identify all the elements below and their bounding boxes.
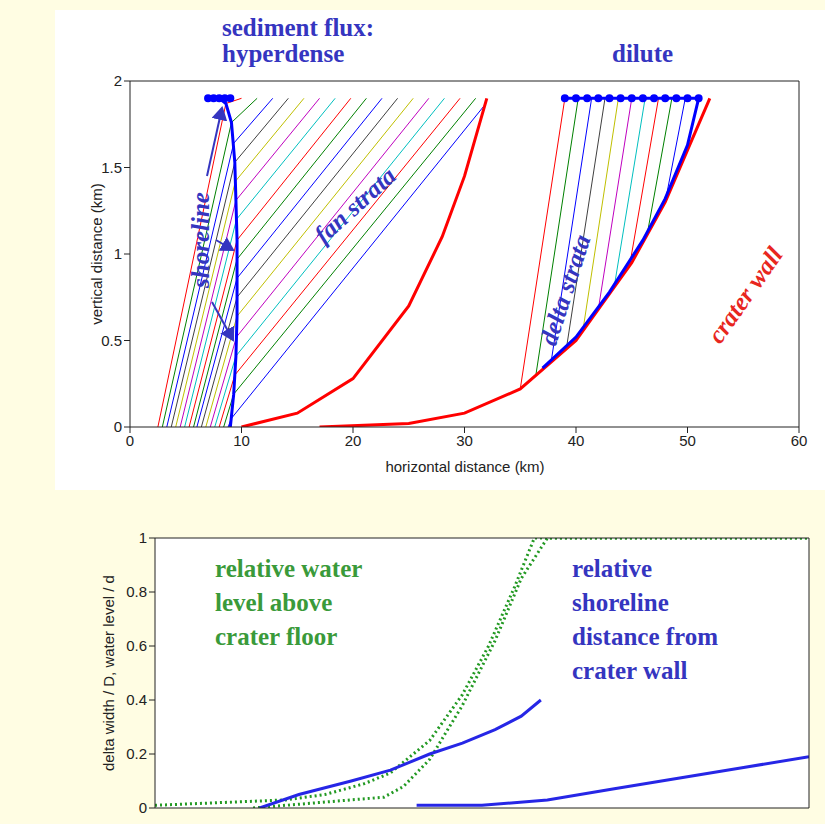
svg-text:0.6: 0.6 — [126, 637, 147, 654]
svg-text:0.5: 0.5 — [101, 332, 122, 349]
svg-text:2: 2 — [114, 72, 122, 89]
html-text:shoreline: shoreline — [186, 192, 214, 288]
svg-text:30: 30 — [456, 432, 473, 449]
html-text:crater floor: crater floor — [215, 623, 338, 650]
html-text:hyperdense: hyperdense — [222, 40, 345, 67]
svg-text:0.2: 0.2 — [126, 745, 147, 762]
html-text:shoreline: shoreline — [572, 589, 669, 616]
html-text:fan strata: fan strata — [309, 161, 401, 249]
svg-text:0: 0 — [126, 432, 134, 449]
svg-text:0.8: 0.8 — [126, 583, 147, 600]
html-text:dilute: dilute — [612, 40, 674, 67]
html-text:level above: level above — [215, 589, 333, 616]
svg-text:0.4: 0.4 — [126, 691, 147, 708]
svg-text:1: 1 — [114, 245, 122, 262]
svg-text:1: 1 — [139, 529, 147, 546]
html-text:delta strata: delta strata — [534, 231, 596, 349]
html-text:vertical distance (km): vertical distance (km) — [87, 183, 105, 325]
svg-text:60: 60 — [791, 432, 808, 449]
svg-text:20: 20 — [345, 432, 362, 449]
svg-text:0: 0 — [139, 799, 147, 816]
svg-text:40: 40 — [568, 432, 585, 449]
html-text:distance from: distance from — [572, 623, 718, 650]
html-text:sediment flux:: sediment flux: — [222, 14, 375, 41]
svg-text:0: 0 — [114, 418, 122, 435]
html-text:crater wall: crater wall — [572, 657, 688, 684]
html-text:horizontal distance (km): horizontal distance (km) — [385, 457, 545, 475]
html-text:crater wall: crater wall — [702, 242, 788, 348]
svg-text:10: 10 — [233, 432, 250, 449]
html-text:relative water: relative water — [215, 555, 363, 582]
html-text:delta width / D, water level /: delta width / D, water level / d — [99, 575, 117, 771]
svg-text:1.5: 1.5 — [101, 159, 122, 176]
svg-text:50: 50 — [679, 432, 696, 449]
html-text:relative: relative — [572, 555, 653, 582]
